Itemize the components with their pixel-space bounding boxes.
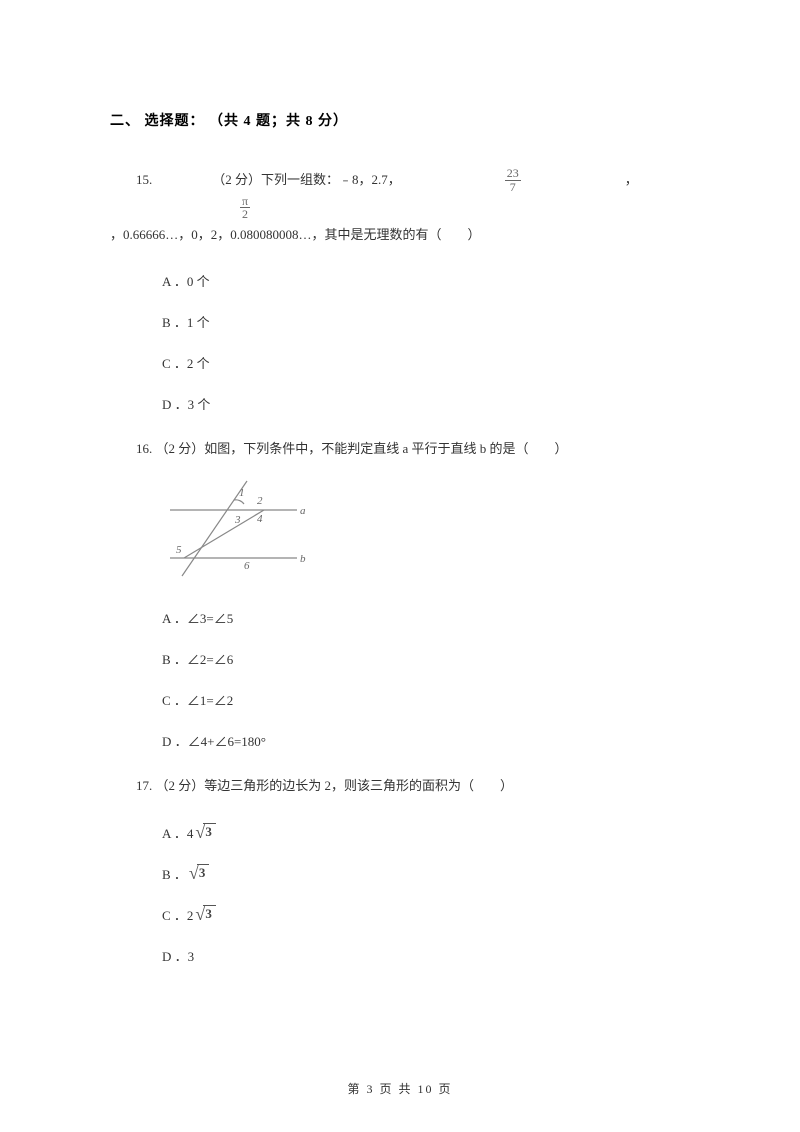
q16-label-1: 1	[239, 487, 245, 499]
question-17: 17. （2 分）等边三角形的边长为 2，则该三角形的面积为（ ） A ．4 √…	[110, 772, 690, 965]
section-title: 二、 选择题： （共 4 题；共 8 分）	[110, 110, 690, 130]
q15-stem-line1: 15. （2 分） 下列一组数：﹣8，2.7， 23 7 ， π 2	[110, 166, 690, 221]
q15-frac1: 23 7	[505, 167, 521, 193]
question-15: 15. （2 分） 下列一组数：﹣8，2.7， 23 7 ， π 2 ，0.66…	[110, 166, 690, 413]
q15-number: 15.	[136, 166, 152, 195]
q17-option-a: A ．4 √3	[110, 823, 690, 842]
q15-frac1-den: 7	[508, 181, 518, 194]
q17-optA-pre: A ．4	[162, 823, 193, 842]
q16-stem: 16. （2 分）如图，下列条件中，不能判定直线 a 平行于直线 b 的是（ ）	[110, 435, 690, 464]
q16-label-4: 4	[257, 513, 263, 525]
q17-option-c: C ．2 √3	[110, 905, 690, 924]
q17-option-b: B ． √3	[110, 864, 690, 883]
q16-label-2: 2	[257, 495, 263, 507]
page-footer: 第 3 页 共 10 页	[0, 1080, 800, 1097]
q15-frac1-num: 23	[505, 167, 521, 181]
q15-stem-a: 下列一组数：﹣8，2.7，	[261, 166, 401, 195]
q16-label-6: 6	[244, 560, 250, 572]
q16-label-b: b	[300, 553, 306, 565]
q16-option-b: B ．∠2=∠6	[110, 649, 690, 668]
q17-optC-pre: C ．2	[162, 905, 193, 924]
sqrt-icon: √3	[195, 905, 215, 923]
q16-label-a: a	[300, 505, 306, 517]
q16-figure: 1 2 3 4 5 6 a b	[110, 476, 690, 586]
q15-option-d: D ．3 个	[110, 394, 690, 413]
q15-option-c: C ．2 个	[110, 353, 690, 372]
q15-comma1: ，	[625, 166, 638, 195]
q16-label-5: 5	[176, 544, 182, 556]
q17-optB-pre: B ．	[162, 864, 187, 883]
sqrt-icon: √3	[189, 864, 209, 882]
question-16: 16. （2 分）如图，下列条件中，不能判定直线 a 平行于直线 b 的是（ ）…	[110, 435, 690, 750]
q17-option-d: D ．3	[110, 946, 690, 965]
q15-frac2-den: 2	[240, 208, 250, 221]
q15-frac2-num: π	[240, 195, 250, 209]
q16-option-c: C ．∠1=∠2	[110, 690, 690, 709]
q17-stem: 17. （2 分）等边三角形的边长为 2，则该三角形的面积为（ ）	[110, 772, 690, 801]
q15-option-b: B ．1 个	[110, 312, 690, 331]
q15-frac2: π 2	[240, 195, 250, 221]
q15-points: （2 分）	[212, 166, 261, 195]
q15-stem-line2: ，0.66666…，0，2，0.080080008…，其中是无理数的有（ ）	[110, 221, 690, 250]
q16-label-3: 3	[234, 514, 241, 526]
q16-option-a: A ．∠3=∠5	[110, 608, 690, 627]
sqrt-icon: √3	[195, 823, 215, 841]
q15-option-a: A ．0 个	[110, 271, 690, 290]
q16-option-d: D ．∠4+∠6=180°	[110, 731, 690, 750]
